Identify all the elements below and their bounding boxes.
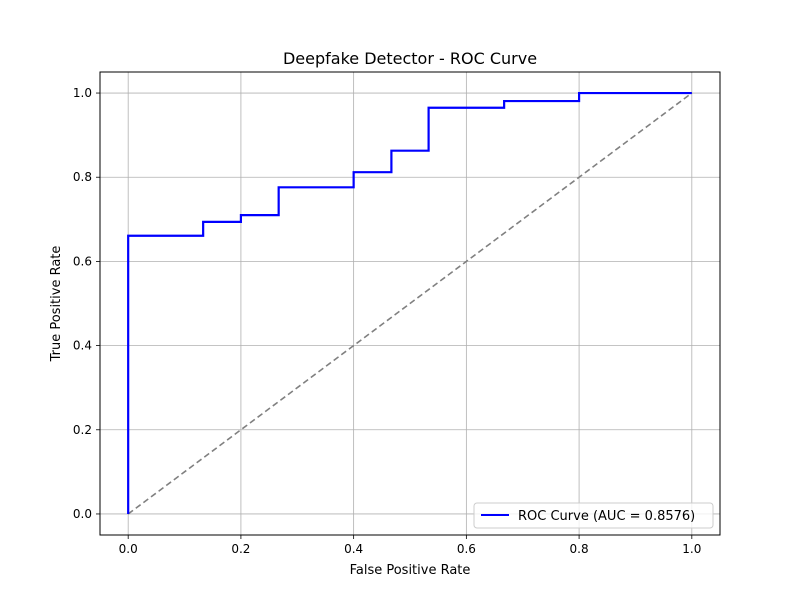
y-tick-label: 0.6 xyxy=(73,254,92,268)
legend: ROC Curve (AUC = 0.8576) xyxy=(473,502,714,529)
ticks: 0.0 0.2 0.4 0.6 0.8 1.0 0.0 0.2 0.4 0.6 0.8 1.0 xyxy=(73,86,701,556)
x-tick-label: 0.0 xyxy=(119,542,138,556)
plot-frame xyxy=(99,71,721,536)
x-tick-label: 0.8 xyxy=(570,542,589,556)
y-axis-label: True Positive Rate xyxy=(49,246,64,363)
y-tick-label: 0.4 xyxy=(73,339,92,353)
diagonal-reference-line xyxy=(127,92,693,515)
series-layer xyxy=(127,91,693,515)
grid xyxy=(100,72,720,535)
legend-box xyxy=(473,502,714,529)
x-tick-label: 1.0 xyxy=(682,542,701,556)
y-tick-label: 0.8 xyxy=(73,170,92,184)
y-tick-label: 0.2 xyxy=(73,423,92,437)
x-tick-label: 0.6 xyxy=(457,542,476,556)
roc-curve-line xyxy=(127,91,692,514)
x-tick-label: 0.4 xyxy=(344,542,363,556)
legend-label-roc: ROC Curve (AUC = 0.8576) xyxy=(518,509,695,524)
y-tick-label: 0.0 xyxy=(73,507,92,521)
chart-title: Deepfake Detector - ROC Curve xyxy=(283,49,537,68)
y-tick-label: 1.0 xyxy=(73,86,92,100)
x-tick-label: 0.2 xyxy=(231,542,250,556)
x-axis-label: False Positive Rate xyxy=(350,563,471,578)
